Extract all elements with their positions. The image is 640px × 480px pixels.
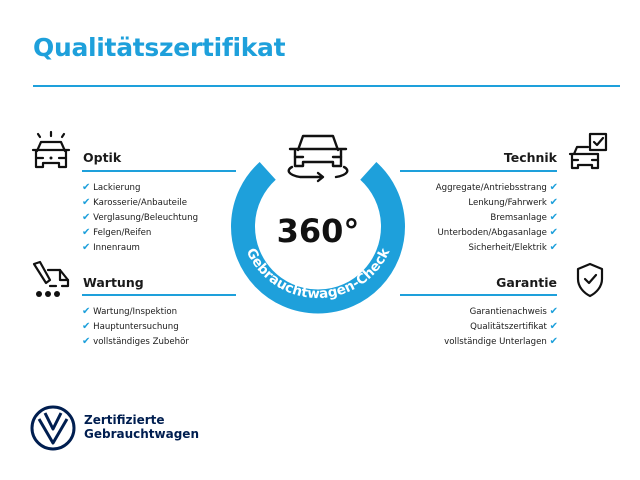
list-item: Lenkung/Fahrwerk ✔ xyxy=(468,197,558,208)
check-icon: ✔ xyxy=(82,182,91,193)
check-icon: ✔ xyxy=(549,212,558,223)
list-item: Unterboden/Abgasanlage ✔ xyxy=(437,227,559,238)
list-item: Garantienachweis ✔ xyxy=(469,306,558,317)
brand-text: Zertifizierte Gebrauchtwagen xyxy=(84,413,199,441)
optik-list: ✔ Lackierung ✔ Karosserie/Anbauteile ✔ V… xyxy=(82,180,198,255)
car-headlights-icon xyxy=(31,130,71,169)
list-item: ✔ Karosserie/Anbauteile xyxy=(82,197,188,208)
check-icon: ✔ xyxy=(549,242,558,253)
optik-heading: Optik xyxy=(83,150,122,165)
technik-list: Aggregate/Antriebsstrang ✔ Lenkung/Fahrw… xyxy=(436,180,558,255)
list-item: Aggregate/Antriebsstrang ✔ xyxy=(435,182,558,193)
list-item: ✔ Hauptuntersuchung xyxy=(82,321,179,332)
check-icon: ✔ xyxy=(82,227,91,238)
check-icon: ✔ xyxy=(549,321,558,332)
list-item: Sicherheit/Elektrik ✔ xyxy=(468,242,558,253)
badge-360-label: 360° xyxy=(277,212,360,250)
check-icon: ✔ xyxy=(549,182,558,193)
list-item: ✔ Innenraum xyxy=(82,242,140,253)
garantie-divider xyxy=(400,294,557,296)
title-divider xyxy=(33,85,620,87)
list-item: ✔ Verglasung/Beleuchtung xyxy=(82,212,199,223)
list-item: Bremsanlage ✔ xyxy=(490,212,558,223)
list-item: ✔ Felgen/Reifen xyxy=(82,227,152,238)
car-rotate-icon xyxy=(287,134,349,183)
check-icon: ✔ xyxy=(82,306,91,317)
check-icon: ✔ xyxy=(549,227,558,238)
check-icon: ✔ xyxy=(82,197,91,208)
check-icon: ✔ xyxy=(82,336,91,347)
technik-heading: Technik xyxy=(503,150,557,165)
garantie-list: Garantienachweis ✔ Qualitätszertifikat ✔… xyxy=(444,304,558,349)
badge-ring xyxy=(231,162,405,314)
optik-divider xyxy=(82,170,236,172)
check-icon: ✔ xyxy=(82,242,91,253)
check-icon: ✔ xyxy=(549,306,558,317)
shield-check-icon xyxy=(576,262,604,298)
list-item: ✔ Lackierung xyxy=(82,182,141,193)
check-icon: ✔ xyxy=(549,336,558,347)
car-checklist-icon xyxy=(568,132,608,170)
wartung-heading: Wartung xyxy=(83,275,144,290)
check-icon: ✔ xyxy=(82,212,91,223)
list-item: ✔ Wartung/Inspektion xyxy=(82,306,178,317)
vw-logo xyxy=(30,405,76,451)
technik-divider xyxy=(400,170,557,172)
check-icon: ✔ xyxy=(549,197,558,208)
page-title: Qualitätszertifikat xyxy=(33,33,286,62)
list-item: Qualitätszertifikat ✔ xyxy=(470,321,558,332)
service-car-icon xyxy=(32,260,70,297)
list-item: ✔ vollständiges Zubehör xyxy=(82,336,189,347)
360-check-badge: Gebrauchtwagen-Check 360° xyxy=(231,134,405,314)
wartung-list: ✔ Wartung/Inspektion ✔ Hauptuntersuchung… xyxy=(82,304,189,349)
check-icon: ✔ xyxy=(82,321,91,332)
list-item: vollständige Unterlagen ✔ xyxy=(444,336,558,347)
garantie-heading: Garantie xyxy=(496,275,557,290)
wartung-divider xyxy=(82,294,236,296)
